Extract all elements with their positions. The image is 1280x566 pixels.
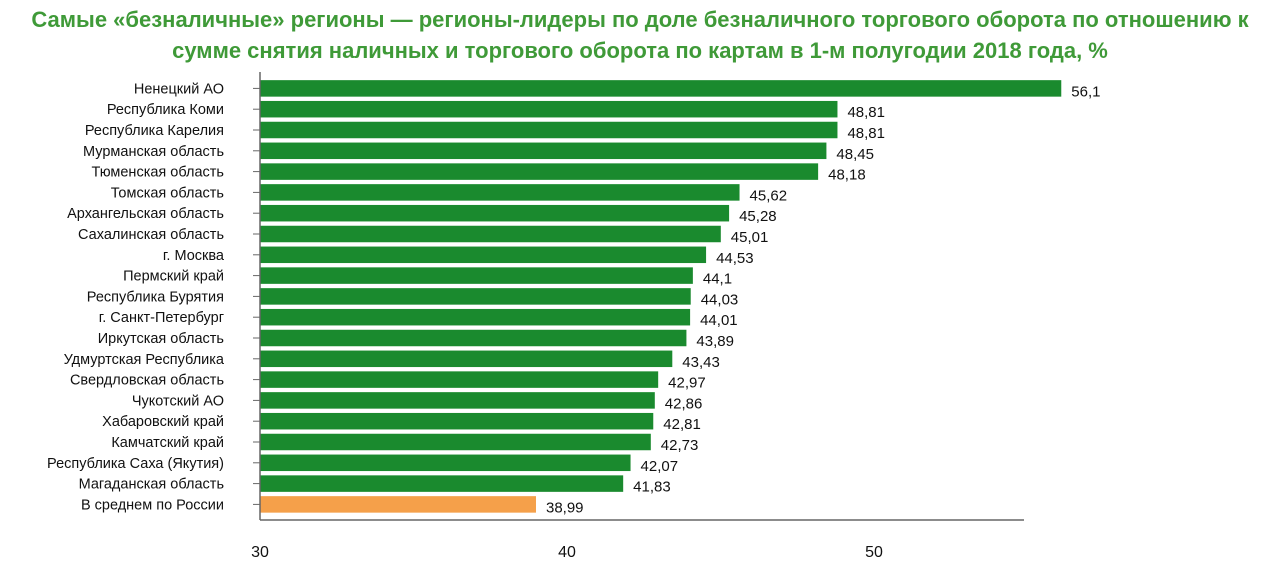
bar xyxy=(260,433,651,451)
bar xyxy=(260,496,536,513)
bar xyxy=(260,204,730,222)
category-label: Республика Саха (Якутия) xyxy=(47,456,224,472)
category-label: Архангельская область xyxy=(67,206,224,222)
value-label: 38,99 xyxy=(546,499,584,516)
category-label: Свердловская область xyxy=(70,373,224,389)
bar xyxy=(260,288,691,305)
value-label: 48,81 xyxy=(847,125,885,142)
category-label: В среднем по России xyxy=(81,497,224,513)
value-label: 42,97 xyxy=(668,375,706,392)
value-label: 43,89 xyxy=(696,333,734,350)
bar xyxy=(260,100,838,118)
bar xyxy=(260,225,721,243)
value-label: 42,81 xyxy=(663,416,701,433)
bar xyxy=(260,246,707,264)
category-label: Иркутская область xyxy=(98,331,224,347)
category-label: Удмуртская Республика xyxy=(64,352,225,368)
value-label: 45,28 xyxy=(739,208,777,225)
bar xyxy=(260,80,1062,97)
x-tick-label: 40 xyxy=(558,544,576,561)
category-label: Мурманская область xyxy=(83,144,224,160)
category-label: Камчатский край xyxy=(111,435,224,451)
value-label: 42,07 xyxy=(641,458,679,475)
category-label: Чукотский АО xyxy=(132,393,224,409)
bar xyxy=(260,371,659,388)
value-label: 41,83 xyxy=(633,479,671,496)
value-label: 44,1 xyxy=(703,271,732,288)
category-label: Ненецкий АО xyxy=(134,81,224,97)
bar xyxy=(260,267,693,284)
value-label: 44,01 xyxy=(700,312,738,329)
value-label: 43,43 xyxy=(682,354,720,371)
bar xyxy=(260,184,740,201)
value-label: 48,18 xyxy=(828,167,866,184)
category-label: Томская область xyxy=(111,185,224,201)
value-label: 56,1 xyxy=(1071,83,1100,100)
category-label: Республика Коми xyxy=(107,102,224,118)
bar xyxy=(260,308,691,326)
bar xyxy=(260,121,838,139)
category-label: Республика Карелия xyxy=(85,123,224,139)
value-label: 42,73 xyxy=(661,437,699,454)
value-label: 44,03 xyxy=(701,291,739,308)
category-label: Республика Бурятия xyxy=(87,289,224,305)
bar xyxy=(260,475,624,492)
x-tick-label: 30 xyxy=(251,544,269,561)
chart-title: Самые «безналичные» регионы — регионы-ли… xyxy=(31,7,1249,63)
category-label: Магаданская область xyxy=(79,477,224,493)
category-label: Тюменская область xyxy=(91,165,224,181)
value-label: 44,53 xyxy=(716,250,754,267)
category-label: г. Санкт-Петербург xyxy=(99,310,224,326)
value-label: 45,01 xyxy=(731,229,769,246)
bar xyxy=(260,454,631,472)
category-label: Сахалинская область xyxy=(78,227,224,243)
bar xyxy=(260,412,654,430)
bar xyxy=(260,142,827,160)
value-label: 42,86 xyxy=(665,395,703,412)
bar xyxy=(260,163,819,180)
x-tick-label: 50 xyxy=(865,544,883,561)
category-label: г. Москва xyxy=(163,248,225,264)
value-label: 48,45 xyxy=(836,146,874,163)
value-label: 45,62 xyxy=(750,187,788,204)
category-label: Пермский край xyxy=(123,269,224,285)
bar xyxy=(260,329,687,347)
category-label: Хабаровский край xyxy=(102,414,224,430)
bar xyxy=(260,350,673,368)
value-label: 48,81 xyxy=(847,104,885,121)
bar xyxy=(260,392,655,409)
